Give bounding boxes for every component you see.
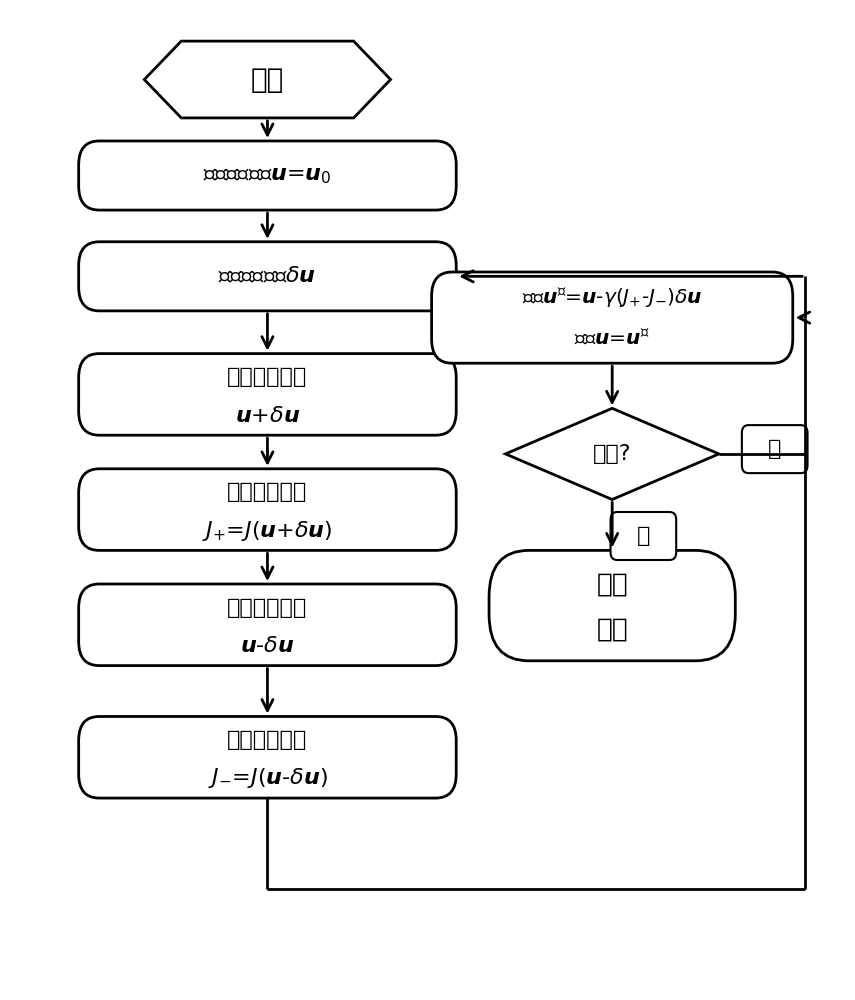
FancyBboxPatch shape: [79, 141, 457, 210]
Text: 输出控制变量: 输出控制变量: [227, 598, 308, 618]
FancyBboxPatch shape: [79, 469, 457, 550]
FancyBboxPatch shape: [489, 550, 735, 661]
Text: $J_{-}$=$J$($\mathbfit{u}$-$\delta\mathbfit{u}$): $J_{-}$=$J$($\mathbfit{u}$-$\delta\mathb…: [208, 766, 327, 790]
FancyBboxPatch shape: [742, 425, 807, 473]
Text: 计算$\mathbfit{u'}$=$\mathbfit{u}$-$\gamma$($J_{+}$-$J_{-}$)$\delta\mathbfit{u}$: 计算$\mathbfit{u'}$=$\mathbfit{u}$-$\gamma…: [522, 287, 703, 310]
Text: 设置初始变量$\mathbfit{u}$=$\mathbfit{u}_{0}$: 设置初始变量$\mathbfit{u}$=$\mathbfit{u}_{0}$: [203, 166, 332, 186]
FancyBboxPatch shape: [432, 272, 793, 363]
FancyBboxPatch shape: [79, 584, 457, 666]
FancyBboxPatch shape: [79, 716, 457, 798]
Text: $\mathbfit{u}$+$\delta\mathbfit{u}$: $\mathbfit{u}$+$\delta\mathbfit{u}$: [235, 406, 300, 426]
Text: 测量耦合效率: 测量耦合效率: [227, 482, 308, 502]
FancyBboxPatch shape: [79, 242, 457, 311]
Text: 测量耦合效率: 测量耦合效率: [227, 730, 308, 750]
Text: 停止?: 停止?: [593, 444, 632, 464]
FancyBboxPatch shape: [610, 512, 676, 560]
Text: 结束: 结束: [596, 571, 628, 597]
Text: 输出控制变量: 输出控制变量: [227, 367, 308, 387]
Text: 否: 否: [768, 439, 781, 459]
Polygon shape: [505, 408, 719, 500]
Polygon shape: [144, 41, 391, 118]
FancyBboxPatch shape: [79, 354, 457, 435]
Text: 产生随机扰动$\delta\mathbfit{u}$: 产生随机扰动$\delta\mathbfit{u}$: [218, 266, 316, 286]
Text: $\mathbfit{u}$-$\delta\mathbfit{u}$: $\mathbfit{u}$-$\delta\mathbfit{u}$: [240, 636, 295, 656]
Text: 是: 是: [637, 526, 650, 546]
Text: 更新$\mathbfit{u}$=$\mathbfit{u'}$: 更新$\mathbfit{u}$=$\mathbfit{u'}$: [575, 329, 650, 348]
Text: 开始: 开始: [251, 66, 284, 94]
Text: $J_{+}$=$J$($\mathbfit{u}$+$\delta\mathbfit{u}$): $J_{+}$=$J$($\mathbfit{u}$+$\delta\mathb…: [203, 519, 333, 543]
Text: 退出: 退出: [596, 617, 628, 643]
